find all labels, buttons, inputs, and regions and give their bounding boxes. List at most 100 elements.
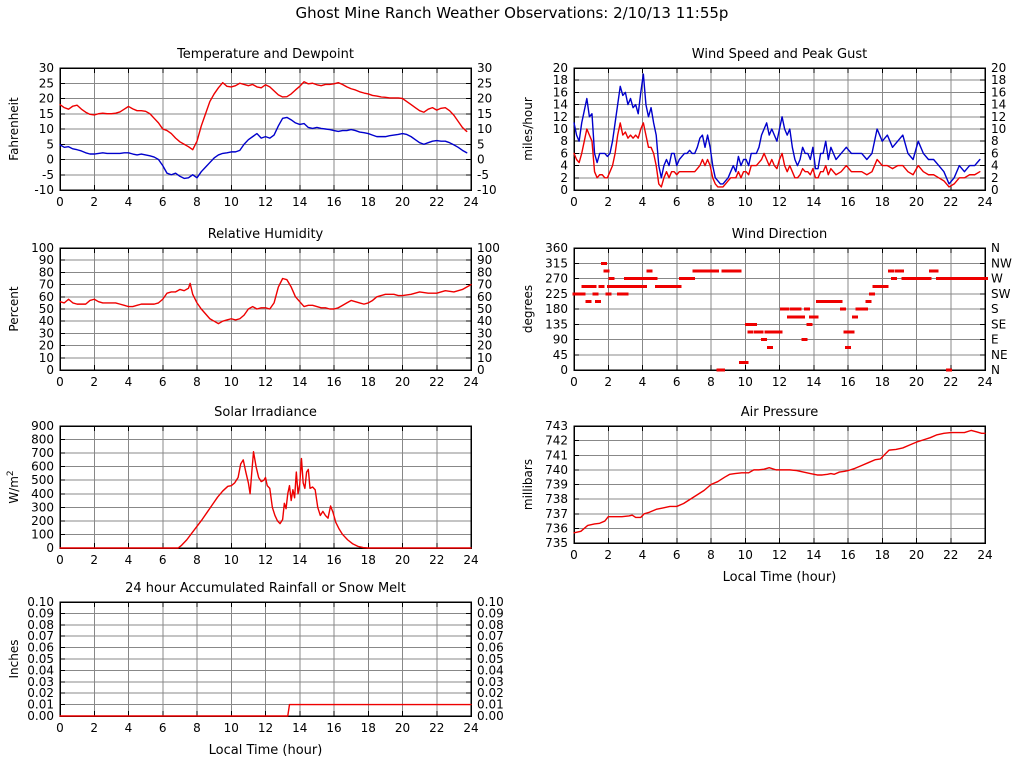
y-axis-label: degrees [521, 285, 535, 333]
svg-text:40: 40 [477, 314, 492, 328]
svg-text:30: 30 [477, 326, 492, 340]
svg-text:80: 80 [39, 265, 54, 279]
grid-lines [60, 68, 471, 190]
y-axis-left: 0.000.010.020.030.040.050.060.070.080.09… [27, 595, 65, 723]
svg-text:90: 90 [477, 253, 492, 267]
chart-title: Wind Direction [732, 227, 828, 242]
data-series-0 [59, 703, 472, 717]
svg-text:60: 60 [477, 290, 492, 304]
svg-text:738: 738 [545, 492, 568, 506]
svg-text:8: 8 [707, 548, 715, 562]
svg-text:24: 24 [463, 721, 478, 735]
svg-text:8: 8 [193, 553, 201, 567]
x-axis: 0 2 4 6 8 10 12 14 16 18 20 22 24 [56, 426, 479, 567]
svg-text:0.03: 0.03 [477, 675, 504, 689]
svg-text:12: 12 [991, 110, 1006, 124]
y-axis-label: Fahrenheit [7, 97, 21, 161]
svg-text:6: 6 [673, 375, 681, 389]
svg-text:0.07: 0.07 [27, 629, 54, 643]
svg-text:6: 6 [673, 195, 681, 209]
svg-text:2: 2 [90, 721, 98, 735]
svg-text:0.08: 0.08 [27, 618, 54, 632]
svg-text:10: 10 [39, 122, 54, 136]
svg-text:NW: NW [991, 256, 1012, 270]
svg-text:10: 10 [991, 122, 1006, 136]
svg-text:743: 743 [545, 419, 568, 433]
svg-text:20: 20 [477, 92, 492, 106]
svg-text:22: 22 [429, 553, 444, 567]
svg-text:14: 14 [292, 553, 307, 567]
grid-lines [60, 248, 471, 370]
svg-text:0: 0 [570, 375, 578, 389]
svg-text:6: 6 [159, 375, 167, 389]
svg-text:12: 12 [258, 375, 273, 389]
svg-text:225: 225 [545, 287, 568, 301]
svg-text:0: 0 [477, 153, 485, 167]
svg-text:10: 10 [738, 548, 753, 562]
svg-text:16: 16 [326, 375, 341, 389]
svg-text:2: 2 [604, 375, 612, 389]
svg-text:12: 12 [772, 548, 787, 562]
svg-text:N: N [991, 241, 1000, 255]
x-axis: 0 2 4 6 8 10 12 14 16 18 20 22 24 [570, 68, 993, 209]
svg-text:0.04: 0.04 [477, 663, 504, 677]
svg-text:8: 8 [991, 134, 999, 148]
svg-text:2: 2 [560, 171, 568, 185]
svg-text:800: 800 [31, 433, 54, 447]
svg-text:16: 16 [991, 85, 1006, 99]
svg-text:20: 20 [991, 61, 1006, 75]
svg-text:16: 16 [840, 195, 855, 209]
svg-text:50: 50 [477, 302, 492, 316]
svg-text:14: 14 [292, 721, 307, 735]
svg-text:12: 12 [772, 375, 787, 389]
svg-text:0: 0 [477, 363, 485, 377]
grid-lines [574, 248, 985, 370]
svg-text:24: 24 [463, 553, 478, 567]
chart-title: Relative Humidity [208, 227, 324, 242]
y-axis-label: W/m2 [6, 470, 21, 503]
svg-text:0.02: 0.02 [477, 686, 504, 700]
svg-text:16: 16 [326, 553, 341, 567]
svg-text:16: 16 [326, 195, 341, 209]
svg-text:200: 200 [31, 514, 54, 528]
svg-text:0: 0 [560, 183, 568, 197]
svg-text:735: 735 [545, 536, 568, 550]
svg-text:0.09: 0.09 [477, 606, 504, 620]
y-axis-label: Percent [7, 286, 21, 331]
chart-title: Wind Speed and Peak Gust [692, 47, 867, 62]
svg-text:737: 737 [545, 507, 568, 521]
svg-text:60: 60 [39, 290, 54, 304]
svg-text:22: 22 [429, 195, 444, 209]
svg-text:2: 2 [90, 195, 98, 209]
svg-text:millibars: millibars [521, 459, 535, 510]
svg-text:100: 100 [31, 527, 54, 541]
data-series-1 [573, 122, 981, 188]
chart-title: 24 hour Accumulated Rainfall or Snow Mel… [125, 581, 406, 596]
svg-text:0: 0 [56, 195, 64, 209]
svg-text:0.05: 0.05 [477, 652, 504, 666]
svg-text:-5: -5 [477, 168, 489, 182]
svg-text:Percent: Percent [7, 286, 21, 331]
svg-text:14: 14 [806, 375, 821, 389]
svg-text:100: 100 [477, 241, 500, 255]
svg-text:0: 0 [56, 375, 64, 389]
svg-text:S: S [991, 302, 999, 316]
svg-text:22: 22 [943, 375, 958, 389]
panel-solar-irradiance: Solar Irradiance 0 100 200 300 400 500 600 700 80… [0, 400, 510, 580]
svg-text:Air Pressure: Air Pressure [741, 405, 819, 420]
svg-text:12: 12 [553, 110, 568, 124]
chart-title: Air Pressure [741, 405, 819, 420]
svg-text:20: 20 [395, 553, 410, 567]
svg-text:742: 742 [545, 434, 568, 448]
svg-text:5: 5 [477, 137, 485, 151]
svg-text:0.10: 0.10 [477, 595, 504, 609]
svg-text:12: 12 [258, 553, 273, 567]
svg-text:10: 10 [477, 351, 492, 365]
svg-text:0.00: 0.00 [477, 709, 504, 723]
svg-text:20: 20 [909, 195, 924, 209]
